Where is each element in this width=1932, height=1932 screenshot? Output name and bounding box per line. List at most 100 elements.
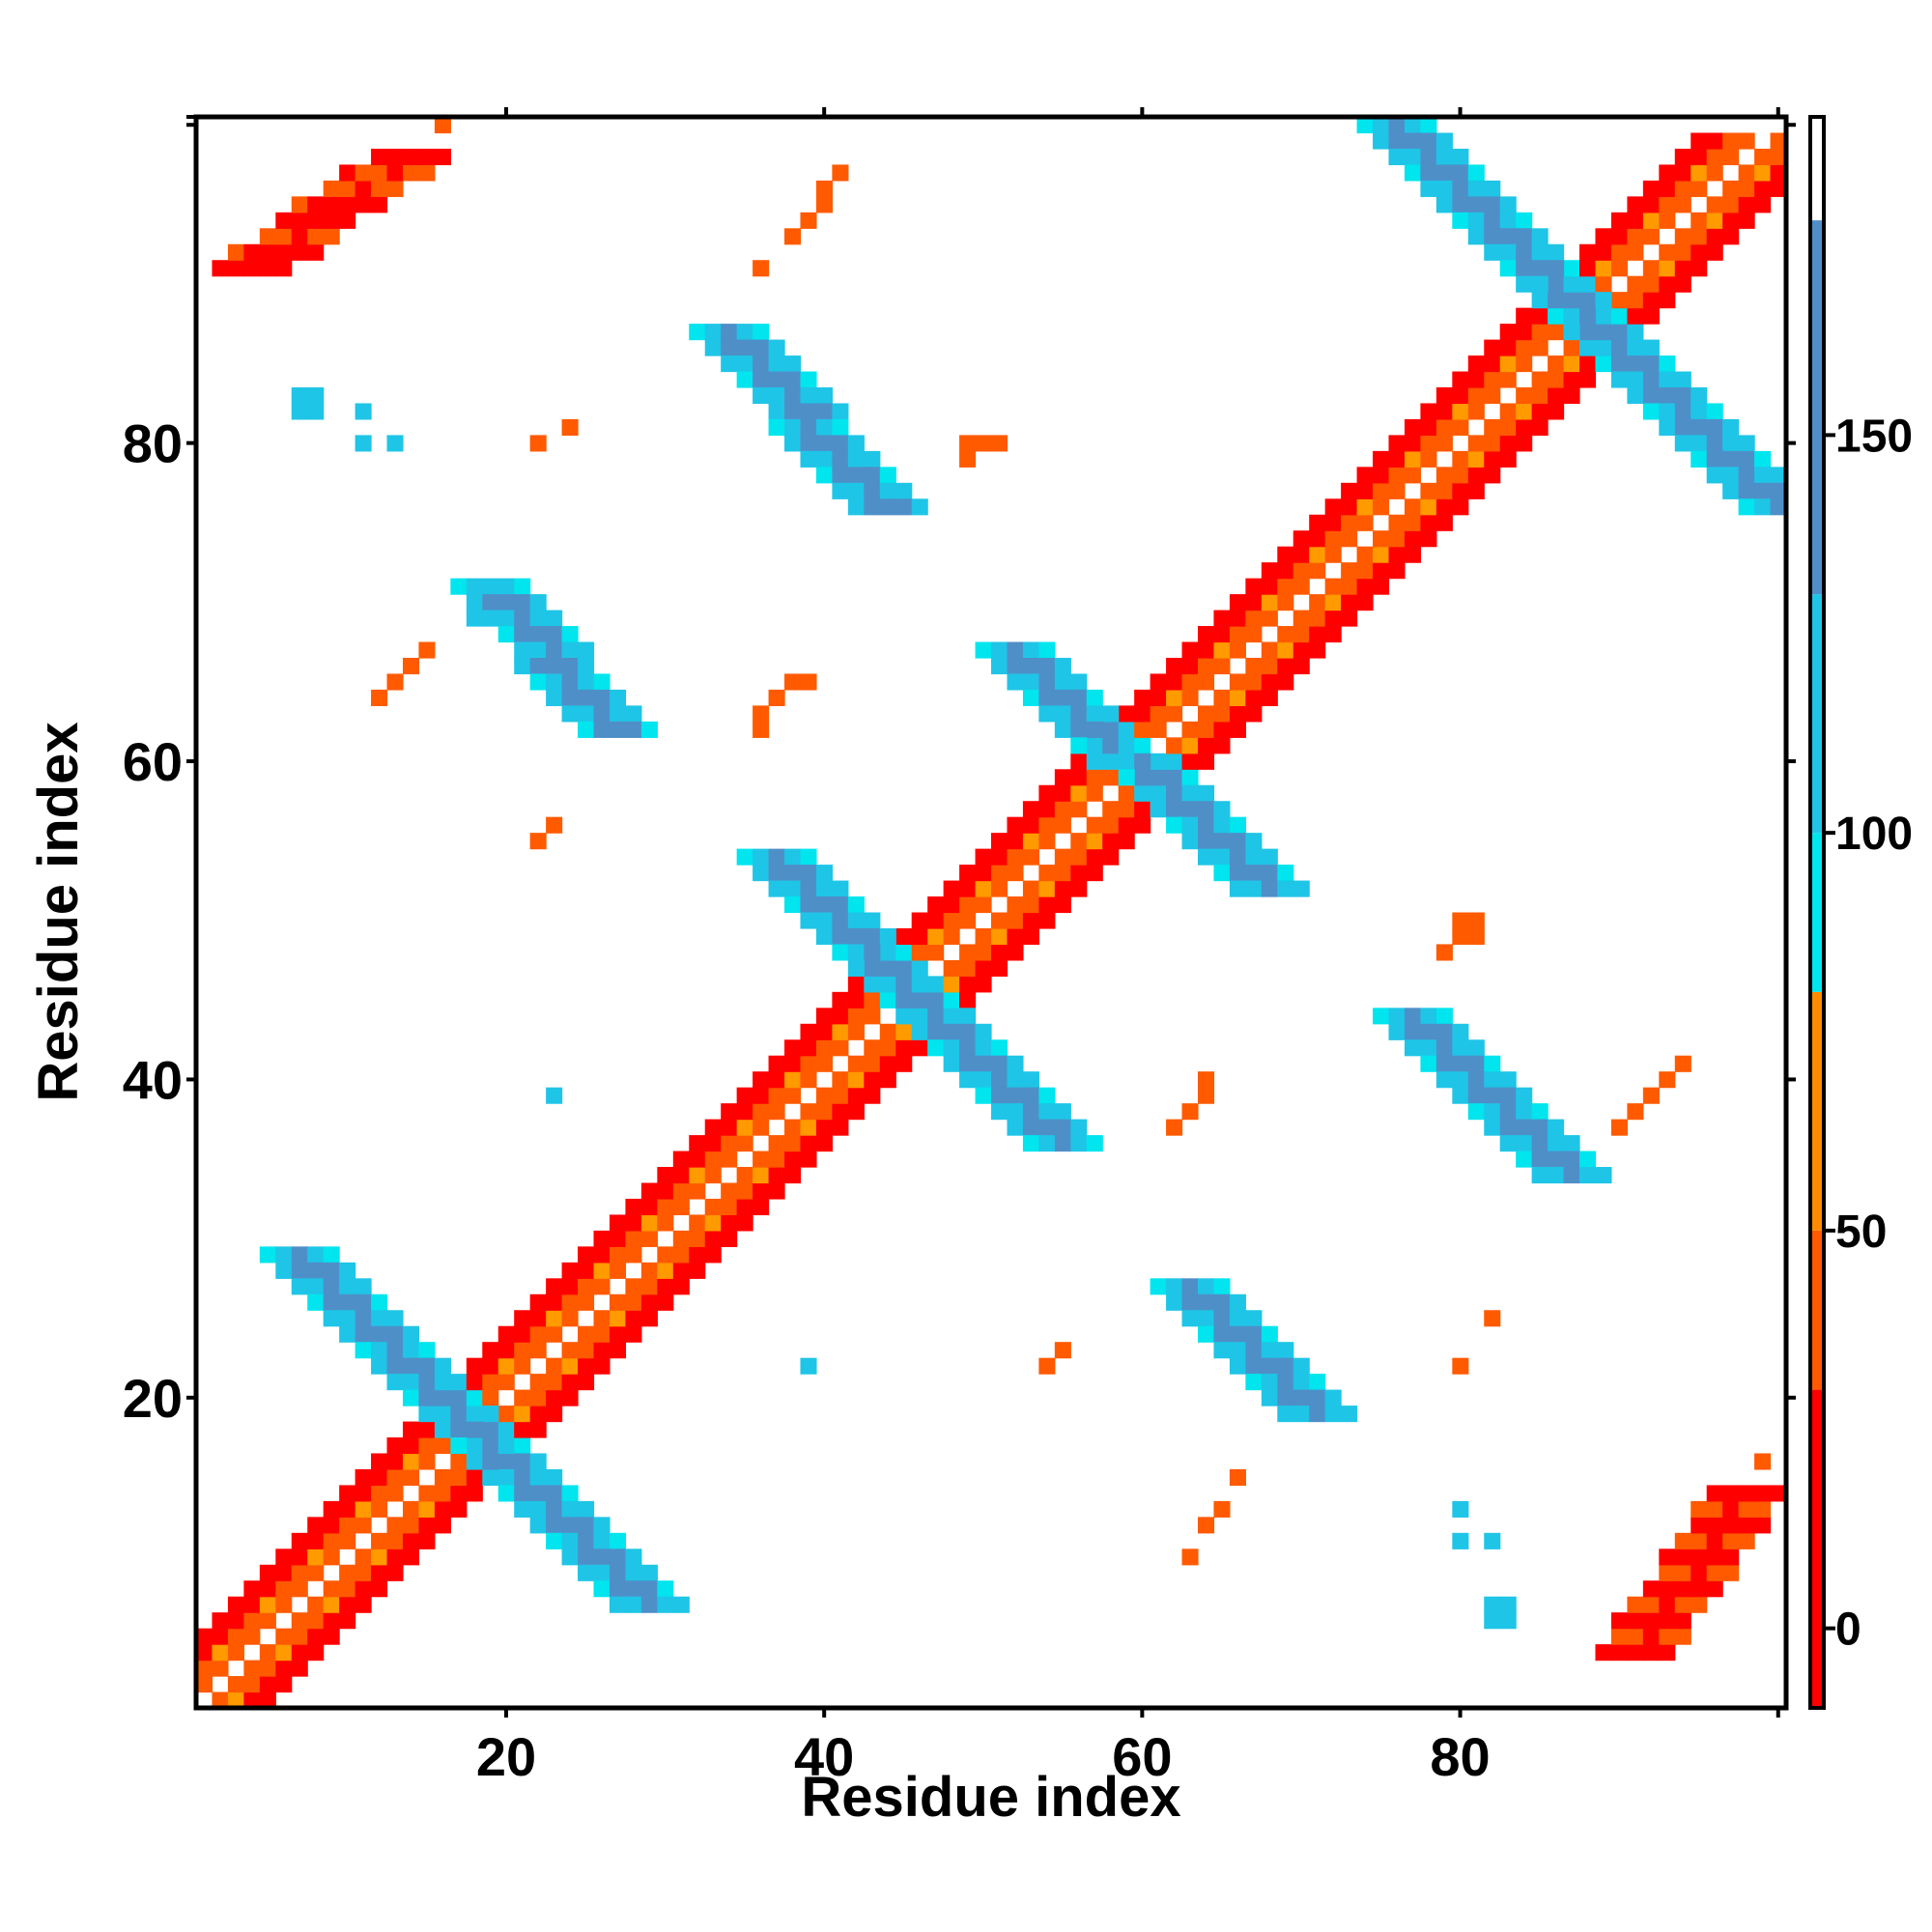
heatmap-cell (1277, 594, 1294, 611)
heatmap-cell (1118, 833, 1135, 850)
heatmap-cell (768, 418, 785, 436)
heatmap-cell (832, 450, 849, 468)
heatmap-cell (609, 705, 627, 723)
heatmap-cell (561, 1548, 579, 1566)
heatmap-cell (927, 1008, 945, 1025)
heatmap-cell (1548, 275, 1565, 293)
heatmap-cell (1181, 657, 1199, 675)
heatmap-cell (975, 880, 992, 897)
heatmap-cell (1197, 1325, 1215, 1343)
heatmap-cell (1754, 498, 1772, 516)
heatmap-cell (1435, 132, 1453, 150)
heatmap-cell (386, 1310, 404, 1327)
heatmap-cell (371, 196, 388, 213)
heatmap-cell (1373, 1008, 1390, 1025)
heatmap-cell (1674, 1580, 1691, 1598)
heatmap-cell (800, 1071, 817, 1089)
heatmap-cell (1435, 196, 1453, 213)
heatmap-cell (546, 1500, 563, 1518)
heatmap-cell (1659, 1596, 1676, 1613)
heatmap-cell (911, 927, 928, 946)
heatmap-cell (1388, 1008, 1406, 1025)
heatmap-cell (1484, 1103, 1501, 1121)
heatmap-cell (1484, 228, 1501, 245)
heatmap-cell (1452, 912, 1469, 929)
heatmap-cell (609, 1246, 627, 1264)
heatmap-cell (864, 498, 881, 516)
heatmap-cell (1627, 212, 1644, 229)
heatmap-cell (1197, 673, 1215, 691)
heatmap-cell (864, 1055, 881, 1072)
heatmap-cell (259, 1580, 276, 1598)
heatmap-cell (1435, 386, 1453, 405)
heatmap-cell (1738, 164, 1755, 182)
heatmap-cell (1690, 148, 1708, 166)
heatmap-cell (1102, 753, 1120, 770)
heatmap-cell (227, 1596, 244, 1613)
heatmap-cell (466, 1421, 483, 1438)
heatmap-cell (1166, 1293, 1183, 1311)
heatmap-cell (339, 1278, 356, 1295)
heatmap-cell (911, 912, 928, 929)
heatmap-cell (1484, 1596, 1501, 1613)
heatmap-cell (1261, 880, 1278, 897)
heatmap-cell (1738, 1532, 1755, 1549)
heatmap-cell (307, 386, 325, 405)
heatmap-cell (1499, 243, 1517, 261)
heatmap-cell (784, 1151, 802, 1168)
heatmap-cell (1754, 180, 1772, 197)
heatmap-cell (1516, 275, 1533, 293)
heatmap-cell (291, 1564, 308, 1581)
heatmap-cell (355, 1342, 372, 1359)
heatmap-cell (1166, 1119, 1183, 1136)
heatmap-cell (1610, 292, 1628, 309)
heatmap-cell (1659, 260, 1676, 277)
heatmap-cell (943, 1008, 960, 1025)
heatmap-cell (1356, 117, 1374, 134)
heatmap-cell (1022, 816, 1039, 834)
heatmap-cell (832, 1008, 849, 1025)
heatmap-cell (768, 355, 785, 373)
heatmap-cell (1070, 769, 1088, 786)
heatmap-cell (402, 1453, 420, 1470)
heatmap-cell (609, 1293, 627, 1311)
heatmap-cell (227, 260, 244, 277)
heatmap-cell (911, 498, 928, 516)
heatmap-cell (640, 1278, 658, 1295)
heatmap-cell (1659, 1564, 1676, 1581)
heatmap-cell (275, 1660, 293, 1677)
heatmap-cell (1706, 1564, 1723, 1581)
heatmap-cell (546, 673, 563, 691)
heatmap-cell (895, 1039, 913, 1057)
heatmap-cell (1690, 1500, 1708, 1518)
heatmap-cell (704, 1214, 722, 1232)
heatmap-cell (1722, 450, 1740, 468)
heatmap-cell (847, 991, 865, 1009)
heatmap-cell (529, 1310, 547, 1327)
heatmap-cell (593, 1262, 611, 1279)
heatmap-cell (546, 1310, 563, 1327)
heatmap-cell (975, 944, 992, 961)
heatmap-cell (1467, 435, 1485, 452)
heatmap-cell (1007, 1103, 1024, 1121)
heatmap-cell (291, 228, 308, 245)
heatmap-cell (1595, 260, 1612, 277)
heatmap-cell (1324, 578, 1342, 595)
heatmap-cell (1404, 450, 1422, 468)
heatmap-cell (1261, 865, 1278, 882)
heatmap-cell (593, 1246, 611, 1264)
colorbar-band (1812, 991, 1822, 1231)
heatmap-cell (323, 1278, 340, 1295)
heatmap-cell (975, 959, 992, 977)
heatmap-cell (1706, 1517, 1723, 1534)
heatmap-cell (1356, 482, 1374, 499)
heatmap-cell (879, 927, 896, 946)
heatmap-cell (1261, 562, 1278, 580)
heatmap-cell (371, 148, 388, 166)
heatmap-cell (1484, 1071, 1501, 1089)
heatmap-cell (832, 1023, 849, 1040)
heatmap-cell (578, 673, 595, 691)
heatmap-cell (434, 1500, 451, 1518)
heatmap-cell (927, 927, 945, 946)
